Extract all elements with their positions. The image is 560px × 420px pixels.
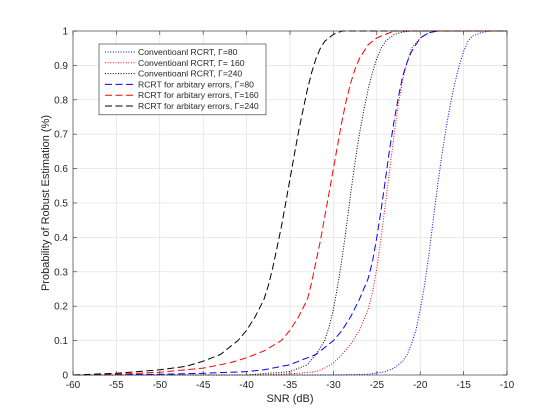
y-axis-label: Probability of Robust Estimation (%) [40,115,52,291]
y-tick-label: 0.6 [54,164,68,175]
x-tick-label: -35 [283,380,298,391]
x-tick-label: -20 [413,380,428,391]
y-tick-label: 0.7 [54,130,68,141]
series-group [72,30,507,376]
series-line-6 [72,30,507,376]
axis-ticks: -60 -55 -50 -45 -40 -35 -30 -25 -20 -15 -10 0 0.1 0.2… [54,27,515,392]
x-tick-label: -55 [109,380,124,391]
y-tick-label: 1 [62,27,68,38]
x-tick-label: -50 [153,380,168,391]
x-axis-label: SNR (dB) [266,393,313,405]
y-tick-label: 0.1 [54,336,68,347]
legend-label: RCRT for arbitary errors, Γ=240 [138,101,259,111]
y-tick-label: 0.2 [54,302,68,313]
y-tick-label: 0 [62,371,68,382]
x-tick-label: -45 [196,380,211,391]
y-tick-label: 0.3 [54,267,68,278]
y-tick-label: 0.4 [54,233,68,244]
x-tick-label: -60 [66,380,81,391]
y-tick-label: 0.9 [54,61,68,72]
legend-label: RCRT for arbitary errors, Γ=160 [138,90,259,100]
series-line-4 [72,30,507,376]
x-tick-label: -15 [456,380,471,391]
legend-box [98,43,267,116]
x-tick-label: -40 [239,380,254,391]
y-tick-label: 0.8 [54,95,68,106]
series-line-3 [73,30,507,376]
legend-label: Conventioanl RCRT, Γ=80 [138,47,238,57]
x-tick-label: -10 [500,380,515,391]
x-tick-label: -30 [326,380,341,391]
series-line-5 [72,30,507,376]
legend-label: Conventioanl RCRT, Γ= 160 [138,58,245,68]
legend-label: Conventioanl RCRT, Γ=240 [138,69,242,79]
y-tick-label: 0.5 [54,199,68,210]
legend-label: RCRT for arbitary errors, Γ=80 [138,79,254,89]
x-tick-label: -25 [370,380,385,391]
